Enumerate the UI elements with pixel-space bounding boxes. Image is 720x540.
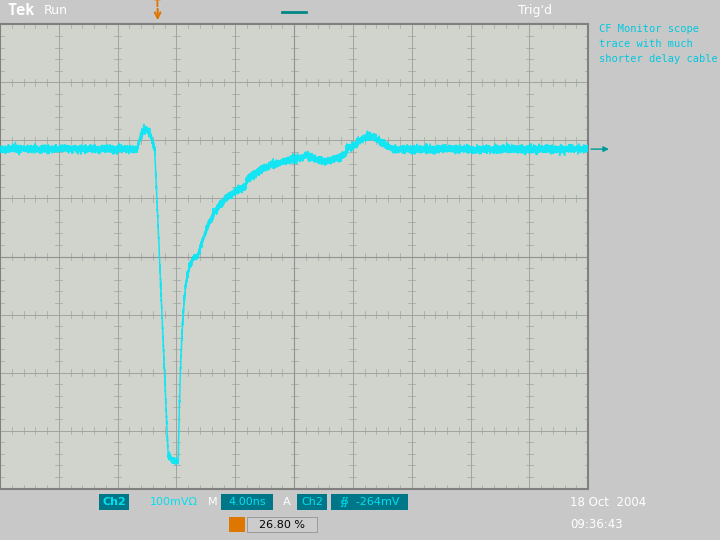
- FancyBboxPatch shape: [229, 517, 245, 532]
- Text: Ch2: Ch2: [301, 497, 323, 507]
- Text: 100mVΩ: 100mVΩ: [150, 497, 198, 507]
- FancyBboxPatch shape: [297, 495, 327, 510]
- Text: Trig'd: Trig'd: [518, 4, 552, 17]
- Text: 4.00ns: 4.00ns: [228, 497, 266, 507]
- Text: 18 Oct  2004: 18 Oct 2004: [570, 496, 647, 509]
- FancyBboxPatch shape: [331, 495, 408, 510]
- Text: 09:36:43: 09:36:43: [570, 518, 623, 531]
- FancyBboxPatch shape: [247, 517, 317, 532]
- Text: ∯  -264mV: ∯ -264mV: [341, 497, 400, 507]
- Text: Run: Run: [44, 4, 68, 17]
- FancyBboxPatch shape: [221, 495, 273, 510]
- Text: Ch2: Ch2: [102, 497, 126, 507]
- Text: 26.80 %: 26.80 %: [259, 520, 305, 530]
- Text: Tek: Tek: [7, 3, 35, 18]
- Text: T: T: [154, 0, 161, 9]
- Text: CF Monitor scope
trace with much
shorter delay cable.: CF Monitor scope trace with much shorter…: [599, 24, 720, 64]
- Text: A: A: [283, 497, 291, 507]
- Text: M: M: [208, 497, 217, 507]
- FancyBboxPatch shape: [99, 495, 129, 510]
